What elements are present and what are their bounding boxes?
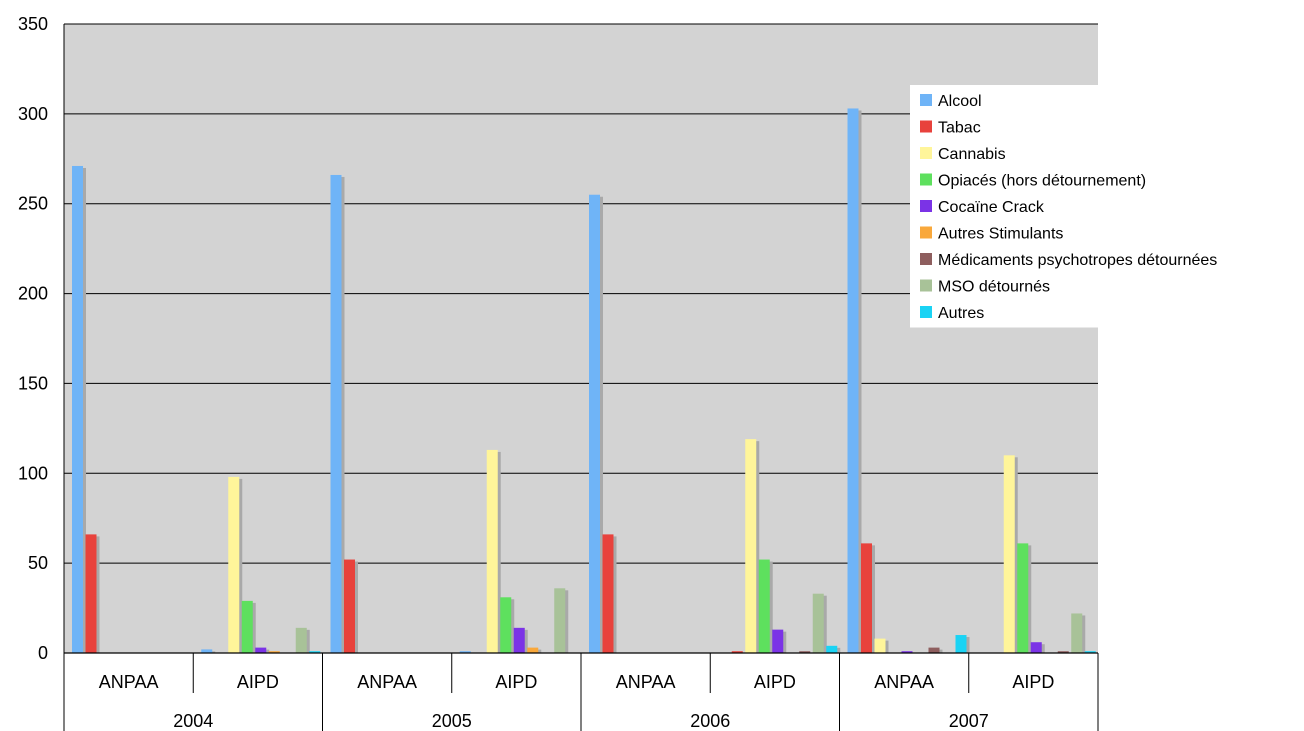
axes [63,24,1099,731]
bar [1084,651,1096,653]
x-category-label: ANPAA [874,672,934,692]
bar [745,439,757,653]
bar [72,165,83,653]
x-group-label: 2007 [949,711,989,731]
bar [589,194,600,653]
legend-label: Autres Stimulants [938,226,1063,243]
bar [295,627,307,653]
bar [1003,455,1015,653]
bar [309,651,321,653]
legend-label: MSO détournés [938,279,1050,296]
y-tick-label: 250 [18,194,48,214]
legend-swatch [920,200,932,212]
legend-swatch [920,147,932,159]
legend-label: Autres [938,305,984,322]
bar [772,629,784,653]
bar [602,534,614,653]
x-group-label: 2004 [173,711,213,731]
x-category-label: AIPD [237,672,279,692]
legend-label: Alcool [938,93,982,110]
y-tick-label: 50 [28,553,48,573]
bar [847,108,859,654]
bar [268,651,280,653]
bar [799,651,811,653]
y-axis-ticks: 0 50 100 150 200 250 300 350 [18,14,48,663]
bar [330,174,342,653]
y-tick-label: 100 [18,463,48,483]
legend-label: Opiacés (hors détournement) [938,173,1146,190]
x-category-label: ANPAA [357,672,417,692]
y-tick-label: 300 [18,104,48,124]
bar [826,645,838,653]
bar [554,588,566,653]
x-group-label: 2006 [690,711,730,731]
bar [344,559,355,653]
bar [731,651,743,653]
y-tick-label: 200 [18,284,48,304]
bar [486,449,498,653]
bar [1057,651,1069,653]
bar [955,635,967,653]
x-group-label: 2005 [432,711,472,731]
x-category-label: AIPD [754,672,796,692]
bar [874,638,886,653]
legend-box [910,85,1304,328]
legend-label: Médicaments psychotropes détournées [938,252,1217,269]
legend-swatch [920,120,932,133]
bar [459,651,471,653]
bar [527,647,539,653]
legend-swatch [920,279,932,292]
bar [861,543,872,653]
bar [758,559,770,653]
legend-swatch [920,94,932,106]
bar [241,600,253,653]
legend-swatch [920,226,932,239]
bar [201,649,213,653]
bar [812,593,824,653]
y-tick-label: 0 [38,643,48,663]
bar [1030,642,1042,653]
bar [513,627,525,653]
legend-label: Tabac [938,120,981,137]
x-category-label: AIPD [495,672,537,692]
bar [500,597,512,653]
legend-label: Cannabis [938,146,1006,163]
bar [228,476,240,653]
bar [1071,613,1083,653]
legend: Alcool Tabac Cannabis Opiacés (hors détourn… [910,85,1304,328]
x-category-label: AIPD [1012,672,1054,692]
legend-swatch [920,306,932,318]
bar [901,651,913,653]
legend-swatch [920,253,932,265]
y-tick-label: 350 [18,14,48,34]
bar [85,534,97,653]
bar [255,647,267,653]
bar [1017,543,1029,653]
bar [928,647,940,653]
x-category-label: ANPAA [99,672,159,692]
legend-swatch [920,173,932,186]
x-axis-categories: ANPAA AIPD ANPAA AIPD ANPAA AIPD ANPAA AIPD 2004… [99,672,1055,731]
bars [72,108,1096,654]
x-category-label: ANPAA [616,672,676,692]
legend-label: Cocaïne Crack [938,199,1045,216]
y-tick-label: 150 [18,373,48,393]
